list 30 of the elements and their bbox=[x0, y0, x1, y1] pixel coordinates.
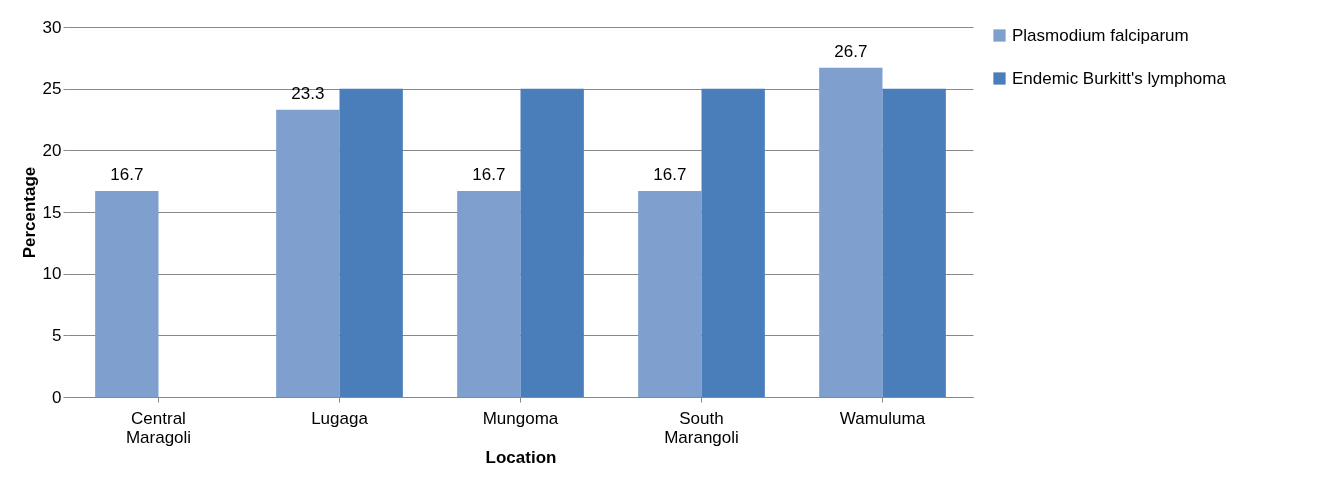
y-tick-label: 0 bbox=[52, 387, 62, 407]
bar bbox=[457, 191, 521, 397]
bar bbox=[819, 67, 883, 397]
x-tick-label: Lugaga bbox=[311, 408, 369, 428]
bar bbox=[520, 88, 584, 397]
data-label: 16.7 bbox=[472, 165, 506, 185]
bar bbox=[701, 88, 765, 397]
data-label: 26.7 bbox=[834, 41, 868, 61]
bar bbox=[638, 191, 702, 397]
legend-label: Plasmodium falciparum bbox=[1012, 25, 1189, 45]
y-tick-label: 10 bbox=[42, 264, 62, 284]
y-tick-label: 5 bbox=[52, 325, 62, 345]
x-tick-label: Central Maragoli bbox=[125, 408, 192, 447]
data-label: 16.7 bbox=[653, 165, 687, 185]
y-tick-label: 30 bbox=[42, 17, 62, 37]
y-tick-label: 20 bbox=[42, 140, 62, 160]
y-tick-label: 15 bbox=[42, 202, 62, 222]
x-tick-label: South Marangoli bbox=[664, 408, 739, 447]
x-tick-label: Mungoma bbox=[482, 408, 559, 428]
bar bbox=[339, 88, 403, 397]
y-tick-label: 25 bbox=[42, 79, 62, 99]
x-tick-label: Wamuluma bbox=[839, 408, 926, 428]
x-axis-title: Location bbox=[485, 447, 557, 467]
legend-label: Endemic Burkitt's lymphoma bbox=[1012, 68, 1227, 88]
data-label: 23.3 bbox=[291, 83, 325, 103]
bar bbox=[95, 191, 159, 397]
bar bbox=[882, 88, 946, 397]
data-label: 16.7 bbox=[110, 165, 144, 185]
bar bbox=[276, 109, 340, 397]
y-axis-title: Percentage bbox=[19, 166, 39, 259]
